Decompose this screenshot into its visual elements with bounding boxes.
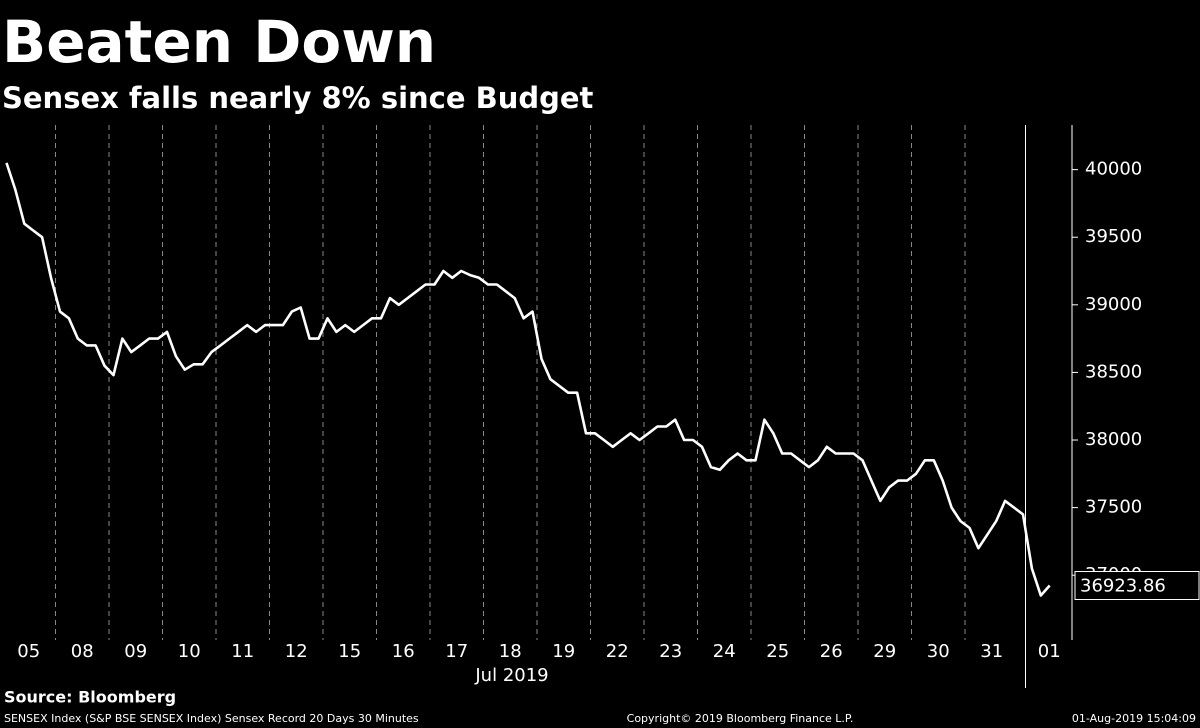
y-tick-label: 37500 <box>1085 497 1142 518</box>
last-value-label: 36923.86 <box>1080 576 1166 597</box>
x-tick-label: 30 <box>927 641 950 662</box>
chart-title: Beaten Down <box>2 8 436 76</box>
footer-center: Copyright© 2019 Bloomberg Finance L.P. <box>627 712 854 725</box>
x-tick-label: 11 <box>231 641 254 662</box>
x-tick-label: 08 <box>71 641 94 662</box>
x-tick-label: 19 <box>552 641 575 662</box>
footer-left: SENSEX Index (S&P BSE SENSEX Index) Sens… <box>4 712 419 725</box>
x-tick-label: 12 <box>285 641 308 662</box>
source: Source: Bloomberg <box>4 688 176 707</box>
x-tick-label: 09 <box>124 641 147 662</box>
last-value-box <box>1074 571 1200 601</box>
price-line <box>5 162 1051 597</box>
y-tick-label: 38500 <box>1085 361 1142 382</box>
month-label: Jul 2019 <box>474 665 548 686</box>
x-tick-label: 17 <box>445 641 468 662</box>
x-tick-label: 22 <box>606 641 629 662</box>
x-tick-label: 10 <box>178 641 201 662</box>
x-tick-label: 05 <box>17 641 40 662</box>
x-tick-label: 25 <box>766 641 789 662</box>
x-tick-label: 23 <box>659 641 682 662</box>
x-tick-label: 18 <box>499 641 522 662</box>
x-tick-label: 24 <box>713 641 736 662</box>
x-tick-label: 01 <box>1038 641 1061 662</box>
x-tick-label: 29 <box>873 641 896 662</box>
y-tick-label: 39500 <box>1085 226 1142 247</box>
x-tick-label: 15 <box>338 641 361 662</box>
y-tick-label: 38000 <box>1085 429 1142 450</box>
y-tick-label: 40000 <box>1085 159 1142 180</box>
x-tick-label: 26 <box>820 641 843 662</box>
x-tick-label: 31 <box>980 641 1003 662</box>
y-tick-label: 39000 <box>1085 294 1142 315</box>
footer-right: 01-Aug-2019 15:04:09 <box>1072 712 1196 725</box>
x-tick-label: 16 <box>392 641 415 662</box>
chart-subtitle: Sensex falls nearly 8% since Budget <box>2 81 594 115</box>
